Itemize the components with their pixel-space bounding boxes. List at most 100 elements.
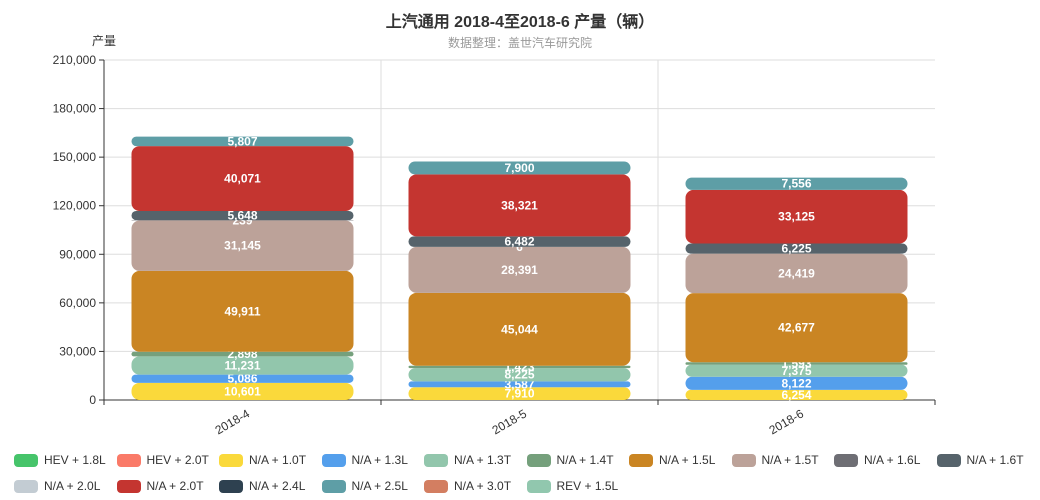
y-tick-label: 180,000 (53, 102, 97, 116)
y-tick-label: 120,000 (53, 199, 97, 213)
y-tick-label: 30,000 (59, 344, 96, 358)
y-tick-label: 90,000 (59, 247, 96, 261)
bar-segment (408, 174, 631, 237)
legend-item[interactable]: N/A + 1.3T (424, 453, 511, 467)
bar-value-label: 45,044 (501, 322, 538, 336)
legend-item[interactable]: N/A + 2.4L (219, 479, 305, 493)
legend-label: N/A + 1.5T (761, 453, 819, 467)
bar-segment (685, 253, 908, 294)
y-tick-label: 60,000 (59, 296, 96, 310)
legend-item[interactable]: REV + 1.5L (526, 479, 619, 493)
legend-swatch (526, 453, 551, 467)
bar-value-label: 24,419 (778, 266, 815, 280)
bar-value-label: 6,482 (504, 235, 534, 249)
legend-item[interactable]: N/A + 1.5L (629, 453, 715, 467)
legend-item[interactable]: N/A + 2.0T (116, 479, 204, 493)
legend-swatch (629, 453, 653, 467)
bar-segment (131, 136, 354, 147)
legend-swatch (219, 479, 243, 493)
bar-segment (685, 362, 908, 365)
bar-value-label: 33,125 (778, 210, 815, 224)
legend-label: N/A + 1.3L (351, 453, 408, 467)
bar-value-label: 5,648 (227, 209, 257, 223)
bar-segment (131, 382, 354, 400)
legend-swatch (834, 453, 858, 467)
bar-value-label: 8,225 (504, 368, 534, 382)
legend-item[interactable]: N/A + 1.5T (731, 453, 819, 467)
legend-label: N/A + 1.4T (556, 453, 614, 467)
legend-swatch (424, 479, 448, 493)
bar-segment (685, 243, 908, 254)
bar-segment (131, 374, 354, 383)
bar-segment (408, 161, 631, 175)
bar-segment (685, 189, 908, 244)
bar-value-label: 5,807 (227, 134, 257, 148)
legend-swatch (731, 453, 756, 467)
legend-swatch (116, 479, 141, 493)
legend-label: N/A + 1.3T (454, 453, 512, 467)
legend-label: N/A + 1.0T (249, 453, 307, 467)
legend-item[interactable]: HEV + 2.0T (116, 453, 209, 467)
x-tick-label: 2018-6 (767, 406, 807, 437)
bar-value-label: 40,071 (224, 172, 261, 186)
legend-label: N/A + 1.6L (864, 453, 921, 467)
legend-swatch (526, 479, 551, 493)
bar-value-label: 5,086 (227, 372, 257, 386)
legend-item[interactable]: N/A + 1.0T (219, 453, 306, 467)
bar-segment (131, 146, 354, 211)
bar-segment (685, 389, 908, 400)
bar-segment (131, 210, 354, 221)
bar-value-label: 6,225 (781, 242, 811, 256)
bar-value-label: 6 (516, 240, 523, 254)
bar-segment (408, 236, 631, 247)
x-tick-label: 2018-4 (213, 406, 253, 437)
legend-swatch (321, 479, 346, 493)
legend-item[interactable]: N/A + 1.4T (526, 453, 614, 467)
bar-segment (408, 387, 631, 400)
legend-label: N/A + 2.5L (351, 479, 408, 493)
bar-segment (131, 351, 354, 357)
y-axis-label: 产量 (92, 34, 117, 48)
bar-segment (408, 368, 631, 382)
bar-segment (131, 270, 354, 352)
bar-value-label: 31,145 (224, 239, 261, 253)
bar-value-label: 7,900 (504, 161, 534, 175)
bar-segment (408, 381, 631, 388)
legend-swatch (14, 479, 38, 493)
bar-value-label: 11,231 (224, 359, 260, 373)
bar-value-label: 7,910 (504, 387, 534, 401)
legend-swatch (14, 453, 38, 467)
bar-value-label: 28,391 (501, 263, 538, 277)
chart-title: 上汽通用 2018-4至2018-6 产量（辆） (385, 14, 655, 31)
legend-item[interactable]: HEV + 1.8L (14, 453, 106, 467)
bar-segment (685, 177, 908, 190)
legend-label: N/A + 2.4L (249, 479, 306, 493)
bar-segment (408, 365, 631, 369)
bar-segment (408, 292, 631, 366)
legend-item[interactable]: N/A + 2.0L (14, 479, 100, 493)
legend-item[interactable]: N/A + 1.3L (321, 453, 408, 467)
bar-segment (408, 246, 631, 293)
legend-label: HEV + 1.8L (44, 453, 106, 467)
bar-value-label: 7,556 (781, 177, 811, 191)
legend-item[interactable]: N/A + 1.6L (834, 453, 920, 467)
legend-label: REV + 1.5L (556, 479, 619, 493)
legend-label: N/A + 2.0L (44, 479, 101, 493)
bar-value-label: 42,677 (778, 321, 815, 335)
bar-segment (685, 376, 908, 390)
legend-item[interactable]: N/A + 1.6T (936, 453, 1024, 467)
chart-subtitle: 数据整理：盖世汽车研究院 (447, 36, 592, 50)
y-tick-label: 0 (89, 393, 96, 407)
legend-label: HEV + 2.0T (146, 453, 209, 467)
bar-value-label: 8,122 (781, 376, 811, 390)
legend-item[interactable]: N/A + 3.0T (424, 479, 511, 493)
bar-segment (685, 293, 908, 363)
legend-item[interactable]: N/A + 2.5L (321, 479, 408, 493)
bar-value-label: 49,911 (224, 304, 260, 318)
bar-segment (685, 364, 908, 377)
legend-label: N/A + 3.0T (454, 479, 512, 493)
legend-swatch (116, 453, 141, 467)
legend-label: N/A + 2.0T (146, 479, 204, 493)
y-tick-label: 210,000 (53, 53, 97, 67)
